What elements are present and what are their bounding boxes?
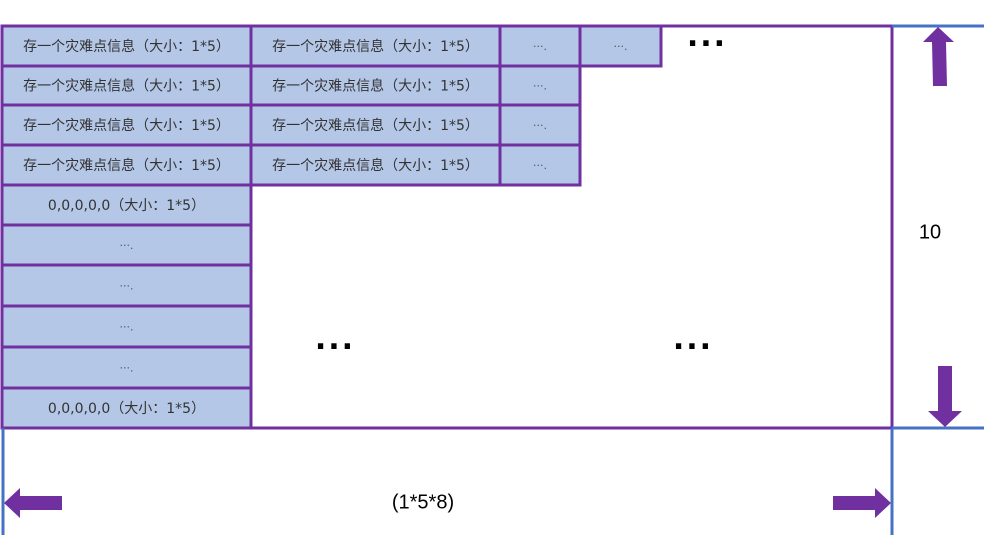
arrow-right-icon bbox=[833, 488, 891, 518]
memory-cell-label: 0,0,0,0,0（大小：1*5） bbox=[48, 401, 205, 417]
memory-cell bbox=[0, 386, 253, 430]
memory-cell-label: 存一个灾难点信息（大小：1*5） bbox=[23, 117, 230, 134]
memory-cell-label: 存一个灾难点信息（大小：1*5） bbox=[272, 157, 479, 174]
memory-cell bbox=[578, 24, 663, 68]
height-label: 10 bbox=[919, 221, 941, 243]
memory-cell bbox=[249, 64, 502, 107]
memory-cell bbox=[249, 143, 502, 187]
memory-cell-label: 存一个灾难点信息（大小：1*5） bbox=[23, 157, 230, 174]
memory-cell bbox=[498, 64, 582, 107]
memory-cell-label: 存一个灾难点信息（大小：1*5） bbox=[23, 78, 230, 95]
memory-cell-label: ···. bbox=[120, 321, 134, 334]
arrow-left-icon bbox=[4, 488, 62, 518]
memory-cell-label: 0,0,0,0,0（大小：1*5） bbox=[48, 198, 205, 214]
memory-cell-label: ···. bbox=[120, 280, 134, 293]
memory-cell-label: ···. bbox=[120, 239, 134, 252]
memory-cell-label: 存一个灾难点信息（大小：1*5） bbox=[272, 38, 479, 55]
memory-cell bbox=[0, 103, 253, 147]
width-label: (1*5*8) bbox=[392, 491, 454, 513]
memory-cell-label: 存一个灾难点信息（大小：1*5） bbox=[23, 38, 230, 55]
memory-cell-label: ···. bbox=[533, 119, 547, 132]
memory-cell bbox=[249, 103, 502, 147]
ellipsis-middle-left: ··· bbox=[315, 330, 355, 365]
arrow-down-icon bbox=[928, 366, 962, 427]
memory-cell-label: ···. bbox=[120, 362, 134, 375]
memory-cell bbox=[0, 304, 253, 349]
memory-cell bbox=[0, 263, 253, 308]
memory-cell bbox=[498, 143, 582, 187]
memory-cell-label: 存一个灾难点信息（大小：1*5） bbox=[272, 117, 479, 134]
memory-cell-label: ···. bbox=[533, 80, 547, 93]
ellipsis-top-right: ··· bbox=[687, 27, 727, 62]
memory-cell-label: ···. bbox=[614, 40, 628, 53]
memory-cell-label: ···. bbox=[533, 159, 547, 172]
ellipsis-middle-right: ··· bbox=[673, 330, 713, 365]
memory-cell bbox=[0, 183, 253, 227]
arrow-up-icon bbox=[923, 27, 954, 86]
memory-cell-label: ···. bbox=[533, 40, 547, 53]
memory-cell bbox=[0, 143, 253, 187]
memory-cell-label: 存一个灾难点信息（大小：1*5） bbox=[272, 78, 479, 95]
